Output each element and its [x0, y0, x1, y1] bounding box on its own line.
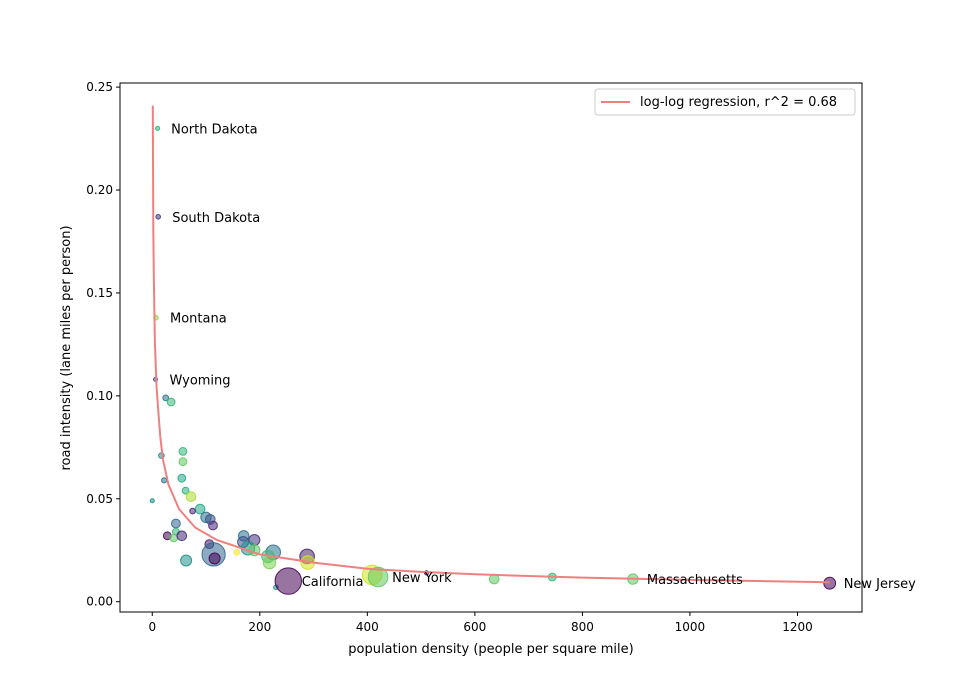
data-point-32 [208, 552, 221, 565]
x-tick-label-4: 800 [571, 620, 594, 634]
x-tick-label-1: 200 [248, 620, 271, 634]
annotation-0: North Dakota [171, 122, 258, 137]
data-point-33 [180, 554, 193, 567]
x-tick-label-6: 1200 [782, 620, 813, 634]
data-point-10 [161, 477, 168, 484]
data-point-36 [262, 555, 277, 570]
data-point-1 [155, 214, 161, 220]
regression-layer [151, 105, 830, 584]
data-point-12 [185, 491, 197, 503]
y-tick-label-0: 0.00 [86, 595, 113, 609]
data-point-30 [233, 549, 240, 556]
data-point-11 [181, 486, 190, 495]
x-tick-label-2: 400 [356, 620, 379, 634]
data-point-40 [274, 567, 302, 595]
legend: log-log regression, r^2 = 0.68 [594, 88, 856, 116]
x-tick-label-3: 600 [463, 620, 486, 634]
legend-label: log-log regression, r^2 = 0.68 [640, 95, 837, 110]
y-tick-label-5: 0.25 [86, 80, 113, 94]
data-point-7 [178, 447, 188, 456]
data-point-8 [178, 457, 188, 467]
annotation-7: New Jersey [844, 577, 916, 592]
data-point-4 [162, 394, 170, 402]
data-point-9 [177, 473, 187, 483]
y-tick-label-2: 0.10 [86, 389, 113, 403]
data-point-42 [367, 566, 389, 588]
annotation-4: California [302, 575, 364, 590]
data-point-19 [171, 518, 181, 529]
x-tick-label-5: 1000 [675, 620, 706, 634]
annotation-2: Montana [170, 312, 227, 327]
annotation-3: Wyoming [170, 373, 231, 388]
annotation-6: Massachusetts [647, 573, 743, 588]
y-tick-label-4: 0.20 [86, 183, 113, 197]
legend-box [594, 88, 856, 116]
annotation-1: South Dakota [172, 211, 260, 226]
plot-frame [119, 82, 863, 613]
x-axis: 0 200 400 600 800 1000 1200 [148, 612, 813, 634]
x-tick-label-0: 0 [148, 620, 156, 634]
data-point-14 [194, 503, 206, 515]
regression-line [151, 105, 830, 584]
data-point-15 [189, 507, 196, 515]
data-point-18 [208, 520, 218, 531]
y-tick-label-3: 0.15 [86, 286, 113, 300]
y-axis-label: road intensity (lane miles per person) [59, 225, 74, 470]
data-point-0 [155, 125, 161, 131]
data-point-22 [169, 533, 179, 543]
data-point-23 [176, 530, 188, 542]
data-point-13 [149, 498, 155, 504]
annotation-5: New York [392, 571, 452, 586]
data-point-47 [823, 576, 837, 590]
data-point-5 [166, 397, 176, 407]
y-axis: 0.00 0.05 0.10 0.15 0.20 0.25 [86, 80, 120, 609]
x-axis-label: population density (people per square mi… [348, 642, 633, 657]
y-tick-label-1: 0.05 [86, 492, 113, 506]
